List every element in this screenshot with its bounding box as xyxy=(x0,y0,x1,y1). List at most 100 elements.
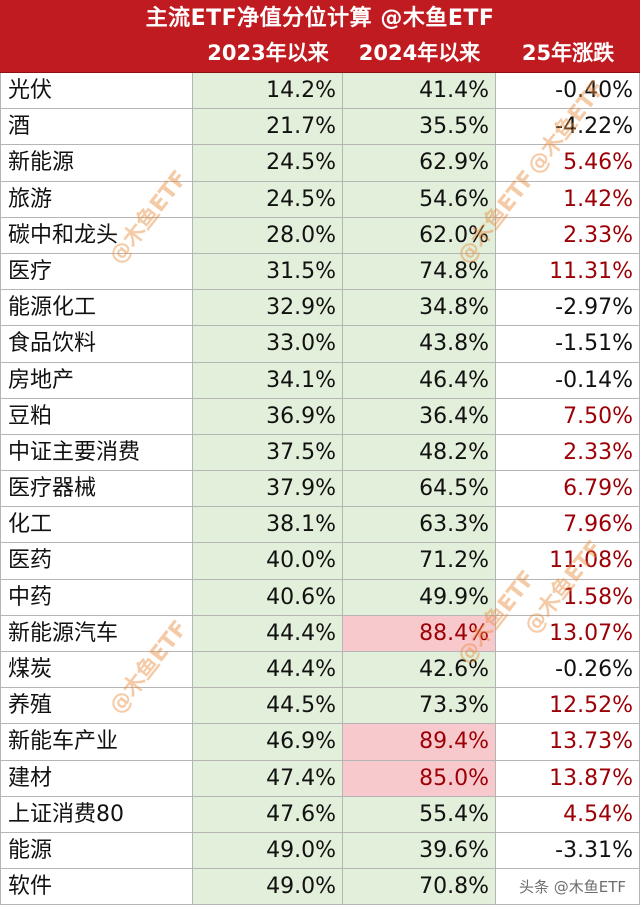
cell-name: 建材 xyxy=(0,760,193,796)
cell-change: 4.54% xyxy=(496,796,640,832)
cell-2023: 37.5% xyxy=(193,434,343,471)
column-header-2023: 2023年以来 xyxy=(207,41,329,65)
cell-change: -1.51% xyxy=(496,326,640,362)
cell-name: 房地产 xyxy=(0,362,193,398)
cell-2023: 28.0% xyxy=(193,217,343,253)
cell-name: 中药 xyxy=(0,579,193,615)
cell-change: 13.07% xyxy=(496,615,640,651)
cell-change: 6.79% xyxy=(496,471,640,507)
table-row: 新能车产业 46.9% 89.4% 13.73% xyxy=(0,724,640,761)
cell-change: 2.33% xyxy=(496,434,640,471)
cell-name: 上证消费80 xyxy=(0,796,193,832)
cell-change: 12.52% xyxy=(496,688,640,724)
cell-2024: 89.4% xyxy=(343,724,496,760)
cell-2024: 35.5% xyxy=(343,109,496,145)
cell-name: 软件 xyxy=(0,869,193,905)
cell-2023: 21.7% xyxy=(193,109,343,145)
cell-2023: 33.0% xyxy=(193,326,343,362)
source-watermark: 头条 @木鱼ETF xyxy=(514,876,630,897)
table-row: 能源化工 32.9% 34.8% -2.97% xyxy=(0,290,640,327)
cell-2024: 49.9% xyxy=(343,579,496,615)
table-row: 旅游 24.5% 54.6% 1.42% xyxy=(0,181,640,218)
cell-name: 医疗器械 xyxy=(0,471,193,507)
cell-2023: 49.0% xyxy=(193,869,343,905)
cell-2024: 74.8% xyxy=(343,253,496,290)
table-row: 化工 38.1% 63.3% 7.96% xyxy=(0,507,640,544)
cell-2024: 62.0% xyxy=(343,217,496,253)
cell-change: -0.40% xyxy=(496,73,640,109)
cell-2024: 54.6% xyxy=(343,181,496,217)
cell-change: 13.87% xyxy=(496,760,640,796)
table-row: 中药 40.6% 49.9% 1.58% xyxy=(0,579,640,616)
table-row: 酒 21.7% 35.5% -4.22% xyxy=(0,109,640,146)
cell-2024: 62.9% xyxy=(343,145,496,181)
cell-name: 旅游 xyxy=(0,181,193,217)
cell-2024: 73.3% xyxy=(343,688,496,724)
cell-name: 养殖 xyxy=(0,688,193,724)
cell-change: -0.14% xyxy=(496,362,640,398)
cell-2024: 85.0% xyxy=(343,760,496,796)
cell-name: 新能源汽车 xyxy=(0,615,193,651)
column-header-name xyxy=(0,38,193,72)
cell-name: 能源 xyxy=(0,832,193,869)
cell-2024: 70.8% xyxy=(343,869,496,905)
cell-name: 豆粕 xyxy=(0,398,193,434)
cell-2023: 31.5% xyxy=(193,253,343,290)
cell-change: 11.31% xyxy=(496,253,640,290)
cell-2023: 36.9% xyxy=(193,398,343,434)
cell-name: 医药 xyxy=(0,543,193,579)
cell-2024: 88.4% xyxy=(343,615,496,651)
cell-2023: 24.5% xyxy=(193,181,343,217)
cell-change: -0.26% xyxy=(496,652,640,688)
table-row: 食品饮料 33.0% 43.8% -1.51% xyxy=(0,326,640,363)
cell-2024: 64.5% xyxy=(343,471,496,507)
table-row: 房地产 34.1% 46.4% -0.14% xyxy=(0,362,640,399)
table-row: 上证消费80 47.6% 55.4% 4.54% xyxy=(0,796,640,833)
table-title: 主流ETF净值分位计算 @木鱼ETF xyxy=(145,6,495,31)
cell-change: -3.31% xyxy=(496,832,640,869)
cell-2023: 34.1% xyxy=(193,362,343,398)
cell-name: 能源化工 xyxy=(0,290,193,326)
cell-2023: 24.5% xyxy=(193,145,343,181)
table-row: 医疗 31.5% 74.8% 11.31% xyxy=(0,253,640,291)
table-row: 能源 49.0% 39.6% -3.31% xyxy=(0,832,640,870)
table-row: 新能源汽车 44.4% 88.4% 13.07% xyxy=(0,615,640,652)
cell-2024: 42.6% xyxy=(343,652,496,688)
cell-2024: 46.4% xyxy=(343,362,496,398)
cell-2024: 36.4% xyxy=(343,398,496,434)
cell-change: 7.96% xyxy=(496,507,640,543)
table-row: 医药 40.0% 71.2% 11.08% xyxy=(0,543,640,580)
cell-2023: 47.6% xyxy=(193,796,343,832)
cell-2024: 63.3% xyxy=(343,507,496,543)
cell-name: 食品饮料 xyxy=(0,326,193,362)
cell-change: 7.50% xyxy=(496,398,640,434)
cell-name: 新能车产业 xyxy=(0,724,193,760)
cell-2023: 40.0% xyxy=(193,543,343,579)
table-body: 光伏 14.2% 41.4% -0.40% 酒 21.7% 35.5% -4.22% 新能源 24… xyxy=(0,73,640,905)
cell-change: 1.42% xyxy=(496,181,640,217)
column-header-2024: 2024年以来 xyxy=(358,41,481,65)
cell-2024: 71.2% xyxy=(343,543,496,579)
cell-2023: 46.9% xyxy=(193,724,343,760)
cell-name: 碳中和龙头 xyxy=(0,217,193,253)
table-row: 豆粕 36.9% 36.4% 7.50% xyxy=(0,398,640,435)
cell-2023: 38.1% xyxy=(193,507,343,543)
cell-2024: 34.8% xyxy=(343,290,496,326)
cell-name: 酒 xyxy=(0,109,193,145)
table-row: 煤炭 44.4% 42.6% -0.26% xyxy=(0,652,640,689)
cell-change: 11.08% xyxy=(496,543,640,579)
table-row: 中证主要消费 37.5% 48.2% 2.33% xyxy=(0,434,640,472)
table-header: 主流ETF净值分位计算 @木鱼ETF 2023年以来 2024年以来 25年涨跌 xyxy=(0,0,640,73)
cell-change: 1.58% xyxy=(496,579,640,615)
cell-2024: 41.4% xyxy=(343,73,496,109)
cell-change: -4.22% xyxy=(496,109,640,145)
cell-2023: 44.4% xyxy=(193,652,343,688)
cell-change: 2.33% xyxy=(496,217,640,253)
cell-2024: 43.8% xyxy=(343,326,496,362)
cell-2024: 48.2% xyxy=(343,434,496,471)
cell-name: 煤炭 xyxy=(0,652,193,688)
cell-2024: 39.6% xyxy=(343,832,496,869)
table-row: 碳中和龙头 28.0% 62.0% 2.33% xyxy=(0,217,640,254)
cell-change: -2.97% xyxy=(496,290,640,326)
